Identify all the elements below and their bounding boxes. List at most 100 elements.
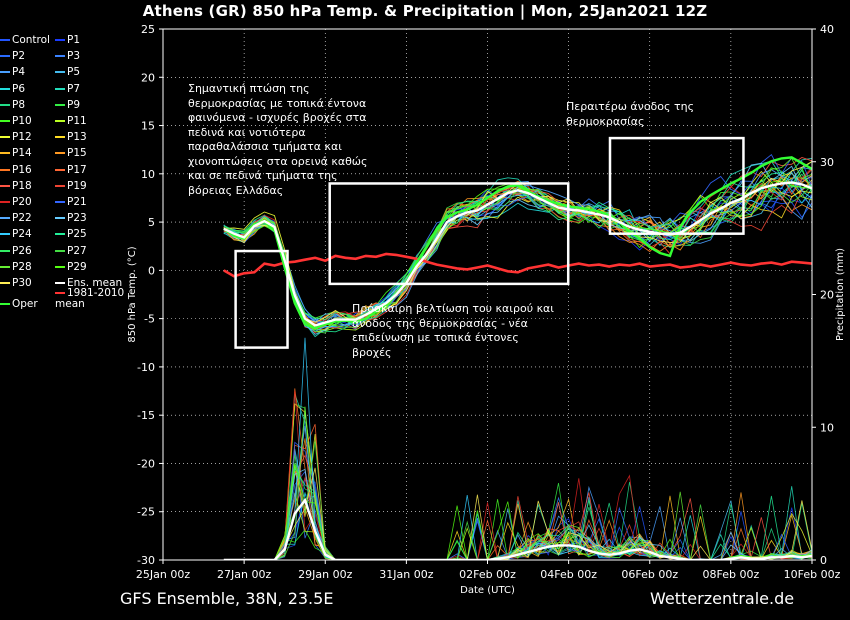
legend-label: P21 [67, 196, 87, 208]
legend-item: 1981-2010 mean [55, 288, 124, 310]
annotation-rise: Περαιτέρω άνοδος της θερμοκρασίας [566, 100, 695, 128]
y2-tick-label: 20 [820, 289, 834, 302]
legend-swatch [0, 39, 10, 41]
legend-item: P15 [55, 147, 87, 159]
legend-item: P3 [55, 50, 80, 62]
annotation-drop: Σημαντική πτώση της θερμοκρασίας με τοπι… [188, 82, 368, 197]
legend-label: P14 [12, 147, 32, 160]
legend-label: P18 [12, 179, 32, 192]
y2-axis-label: Precipitation (mm) [835, 248, 846, 341]
legend-label: Control [12, 34, 50, 46]
legend-item: P10 [0, 115, 32, 127]
legend-item: P28 [0, 261, 32, 273]
legend-label: P9 [67, 98, 81, 111]
legend-label: P1 [67, 34, 81, 46]
member-precip-p2 [223, 470, 812, 560]
member-line-p27 [223, 184, 812, 334]
legend-swatch [55, 71, 65, 74]
legend-label: P6 [12, 82, 26, 95]
legend-label: P3 [67, 50, 81, 63]
legend-swatch [55, 168, 65, 171]
legend-label: P13 [67, 131, 87, 144]
legend-swatch [0, 265, 10, 268]
y2-tick-label: 0 [820, 554, 827, 567]
legend-swatch [55, 265, 65, 268]
member-line-p26 [223, 177, 812, 324]
legend-item: Ens. mean [55, 277, 122, 289]
legend-item: P7 [55, 83, 80, 95]
legend-swatch [0, 201, 10, 203]
legend-item: P8 [0, 99, 25, 111]
legend-swatch [0, 55, 10, 58]
ens-mean-line [223, 181, 812, 327]
y-axis-label: 850 hPa Temp. (°C) [127, 246, 138, 342]
legend-item: P21 [55, 196, 87, 208]
legend-swatch [0, 282, 10, 284]
legend-label: P28 [12, 260, 32, 273]
y-tick-label: 10 [141, 168, 155, 181]
legend-item: P12 [0, 131, 32, 143]
legend-swatch [0, 103, 10, 106]
legend-label: P19 [67, 179, 87, 192]
member-precip-p27 [223, 441, 812, 560]
y2-tick-label: 10 [820, 421, 834, 434]
member-precip-p6 [223, 492, 812, 560]
legend-label: P23 [67, 212, 87, 225]
legend-item: P23 [55, 212, 87, 224]
member-precip-p19 [223, 476, 812, 560]
legend-label: P11 [67, 115, 87, 127]
legend-item: P4 [0, 66, 25, 78]
climatology-line [223, 252, 812, 278]
member-line-p24 [223, 171, 812, 332]
legend-swatch [0, 87, 10, 90]
legend-label: P7 [67, 82, 81, 95]
x-tick-label: 06Feb 00z [621, 568, 678, 581]
member-precip-p30 [223, 467, 812, 560]
y2-tick-label: 30 [820, 156, 834, 169]
legend-swatch [0, 184, 10, 187]
y-tick-label: 25 [141, 23, 155, 36]
member-precip-p29 [223, 463, 812, 560]
oper-line [223, 156, 812, 330]
x-tick-label: 25Jan 00z [136, 568, 190, 581]
legend-item: P6 [0, 83, 25, 95]
legend-item: Control [0, 34, 50, 46]
legend-item: P14 [0, 147, 32, 159]
legend-swatch [55, 152, 65, 155]
legend-item: P27 [55, 245, 87, 257]
legend-label: P24 [12, 228, 32, 241]
legend-label: P15 [67, 147, 87, 160]
y-tick-label: -15 [137, 409, 155, 422]
legend-item: P17 [55, 164, 87, 176]
y-tick-label: 5 [148, 216, 155, 229]
legend-label: P22 [12, 212, 32, 225]
source-credit: Wetterzentrale.de [650, 589, 795, 608]
axis-layer: 25 20 15 10 5 0 -5 -10 -15 -20 -25 -30 40 30 20 10 0 25Ja… [127, 23, 846, 596]
legend-item: P24 [0, 228, 32, 240]
legend-item: P26 [0, 245, 32, 257]
legend-label: P17 [67, 163, 87, 176]
annotation-box-1 [234, 249, 289, 349]
member-precip-p20 [223, 390, 812, 560]
legend-label: P20 [12, 196, 32, 208]
member-precip-p21 [223, 441, 812, 560]
legend-swatch [0, 233, 10, 236]
legend-label: 1981-2010 mean [55, 287, 125, 310]
model-info: GFS Ensemble, 38N, 23.5E [120, 589, 334, 608]
legend-swatch [55, 136, 65, 139]
legend-item: P20 [0, 196, 32, 208]
y-tick-label: -25 [137, 506, 155, 519]
legend-label: Ens. mean [67, 277, 123, 289]
legend-swatch [55, 87, 65, 90]
legend-swatch [55, 55, 65, 58]
member-line-p11 [223, 177, 812, 332]
legend-label: P30 [12, 277, 32, 289]
x-tick-label: 29Jan 00z [298, 568, 352, 581]
legend-swatch [0, 71, 10, 74]
legend-item: P2 [0, 50, 25, 62]
x-tick-label: 04Feb 00z [540, 568, 597, 581]
member-precip-p17 [223, 424, 812, 560]
y-tick-label: 15 [141, 120, 155, 133]
y-tick-label: -10 [137, 361, 155, 374]
